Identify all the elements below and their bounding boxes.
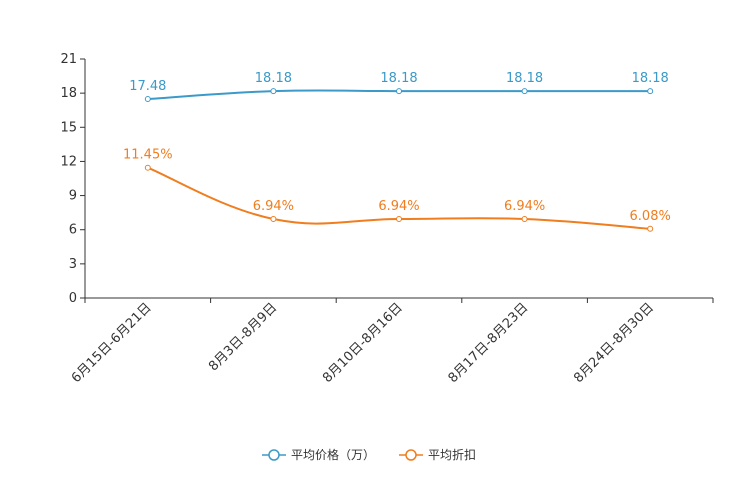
y-tick-label: 21 xyxy=(60,52,77,67)
data-point[interactable] xyxy=(144,164,151,171)
y-tick-label: 3 xyxy=(69,257,77,272)
x-tick-label: 6月15日-6月21日 xyxy=(69,300,155,386)
data-label: 18.18 xyxy=(506,71,543,86)
data-point[interactable] xyxy=(521,88,528,95)
legend-item[interactable]: 平均折扣 xyxy=(399,447,476,462)
legend-marker-icon xyxy=(405,449,417,461)
data-point[interactable] xyxy=(647,225,654,232)
data-label: 17.48 xyxy=(129,79,166,94)
x-tick-label: 8月3日-8月9日 xyxy=(206,300,280,374)
data-point[interactable] xyxy=(647,88,654,95)
data-label: 11.45% xyxy=(123,148,173,163)
data-point[interactable] xyxy=(270,216,277,223)
data-label: 18.18 xyxy=(632,71,669,86)
y-tick-label: 9 xyxy=(69,189,77,204)
y-tick-label: 18 xyxy=(60,86,77,101)
data-point[interactable] xyxy=(144,96,151,103)
legend-label: 平均价格（万） xyxy=(291,447,375,462)
x-tick-label: 8月24日-8月30日 xyxy=(571,300,657,386)
y-tick-label: 15 xyxy=(60,120,77,135)
data-label: 18.18 xyxy=(255,71,292,86)
legend-marker-icon xyxy=(268,449,280,461)
data-label: 18.18 xyxy=(380,71,417,86)
legend-label: 平均折扣 xyxy=(428,447,476,462)
data-point[interactable] xyxy=(521,216,528,223)
data-label: 6.94% xyxy=(253,199,294,214)
series-2: 11.45% 6.94% 6.94% 6.94% 6.08% xyxy=(123,148,671,232)
data-label: 6.94% xyxy=(504,199,545,214)
x-tick-label: 8月10日-8月16日 xyxy=(320,300,406,386)
y-tick-label: 6 xyxy=(69,223,77,238)
data-label: 6.94% xyxy=(378,199,419,214)
data-point[interactable] xyxy=(270,88,277,95)
y-tick-label: 0 xyxy=(69,291,77,306)
data-point[interactable] xyxy=(396,88,402,95)
data-label: 6.08% xyxy=(630,209,671,224)
series-1: 17.48 18.18 18.18 18.18 18.18 xyxy=(129,71,669,103)
y-tick-label: 12 xyxy=(60,154,77,169)
legend-item[interactable]: 平均价格（万） xyxy=(262,447,375,462)
chart-series: 17.48 18.18 18.18 18.18 18.18 11.45% 6.94% 6.94… xyxy=(123,71,671,232)
chart-legend[interactable]: 平均价格（万） 平均折扣 xyxy=(262,447,476,462)
x-tick-label: 8月17日-8月23日 xyxy=(446,300,532,386)
data-point[interactable] xyxy=(396,216,402,223)
